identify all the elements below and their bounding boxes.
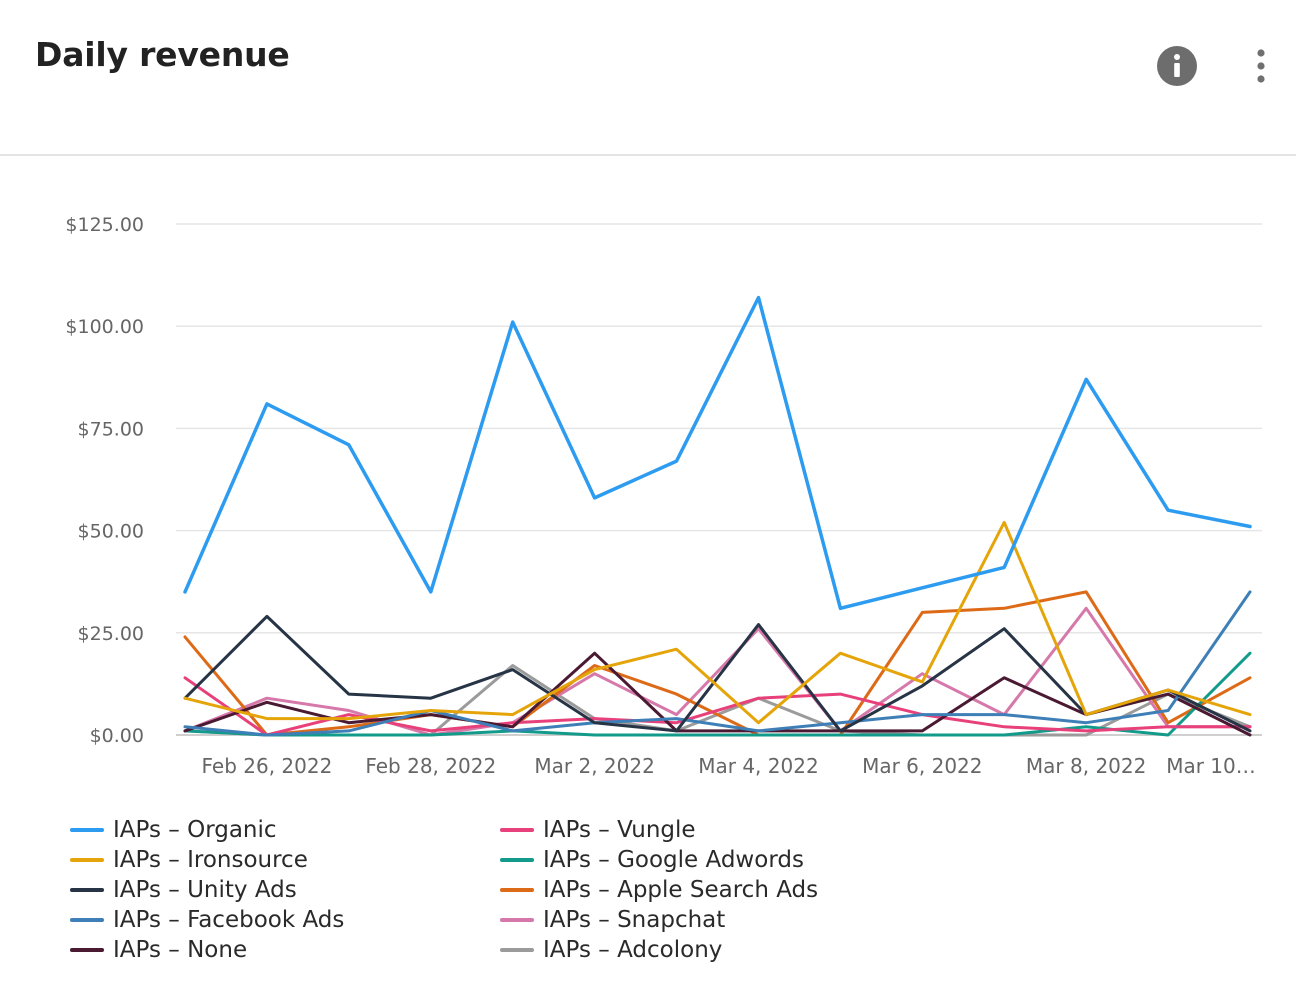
info-button[interactable] (1157, 46, 1197, 86)
legend-swatch (500, 828, 534, 832)
x-tick-label: Mar 2, 2022 (534, 754, 654, 778)
series-line (183, 606, 1252, 737)
legend-item[interactable]: IAPs – Adcolony (500, 935, 930, 965)
header-divider (0, 154, 1296, 156)
legend-item[interactable]: IAPs – Vungle (500, 815, 930, 845)
legend-label: IAPs – Organic (113, 817, 277, 843)
y-tick-label: $125.00 (65, 214, 144, 236)
y-tick-label: $50.00 (78, 521, 144, 543)
legend-label: IAPs – None (113, 937, 248, 963)
x-tick-label: Mar 10… (1166, 754, 1256, 778)
more-vertical-icon (1257, 49, 1265, 83)
legend-swatch (70, 918, 104, 922)
legend-swatch (70, 948, 104, 952)
legend-label: IAPs – Apple Search Ads (543, 877, 819, 903)
x-tick-label: Mar 4, 2022 (698, 754, 818, 778)
y-tick-label: $25.00 (78, 623, 144, 645)
series-line (183, 651, 1252, 737)
legend-label: IAPs – Adcolony (543, 937, 723, 963)
legend-swatch (500, 858, 534, 862)
legend-label: IAPs – Ironsource (113, 847, 308, 873)
legend-swatch (70, 828, 104, 832)
series-line (183, 590, 1252, 737)
legend-label: IAPs – Unity Ads (113, 877, 297, 903)
x-tick-label: Mar 8, 2022 (1026, 754, 1146, 778)
legend-swatch (70, 858, 104, 862)
y-tick-label: $0.00 (90, 725, 144, 747)
more-options-button[interactable] (1246, 44, 1276, 88)
line-chart: $0.00 $25.00 $50.00 $75.00 $100.00 $125.00 Feb… (65, 214, 1262, 778)
x-tick-label: Feb 28, 2022 (365, 754, 496, 778)
legend-item[interactable]: IAPs – Google Adwords (500, 845, 930, 875)
series-line (183, 651, 1252, 737)
chart-legend: IAPs – Organic IAPs – Vungle IAPs – Ironso… (70, 815, 930, 965)
series-line (183, 520, 1252, 725)
series-line (183, 614, 1252, 733)
legend-label: IAPs – Facebook Ads (113, 907, 345, 933)
legend-label: IAPs – Vungle (543, 817, 696, 843)
legend-label: IAPs – Snapchat (543, 907, 726, 933)
x-tick-label: Feb 26, 2022 (202, 754, 333, 778)
legend-swatch (500, 948, 534, 952)
legend-swatch (500, 888, 534, 892)
series-line (183, 295, 1252, 611)
series-line (183, 590, 1252, 737)
legend-item[interactable]: IAPs – Organic (70, 815, 500, 845)
legend-item[interactable]: IAPs – Unity Ads (70, 875, 500, 905)
legend-item[interactable]: IAPs – None (70, 935, 500, 965)
legend-item[interactable]: IAPs – Snapchat (500, 905, 930, 935)
legend-swatch (70, 888, 104, 892)
legend-item[interactable]: IAPs – Facebook Ads (70, 905, 500, 935)
legend-swatch (500, 918, 534, 922)
info-icon (1174, 54, 1180, 77)
y-tick-label: $75.00 (78, 418, 144, 440)
y-tick-label: $100.00 (65, 316, 144, 338)
legend-label: IAPs – Google Adwords (543, 847, 804, 873)
card-title: Daily revenue (35, 35, 290, 74)
legend-item[interactable]: IAPs – Ironsource (70, 845, 500, 875)
x-tick-label: Mar 6, 2022 (862, 754, 982, 778)
legend-item[interactable]: IAPs – Apple Search Ads (500, 875, 930, 905)
